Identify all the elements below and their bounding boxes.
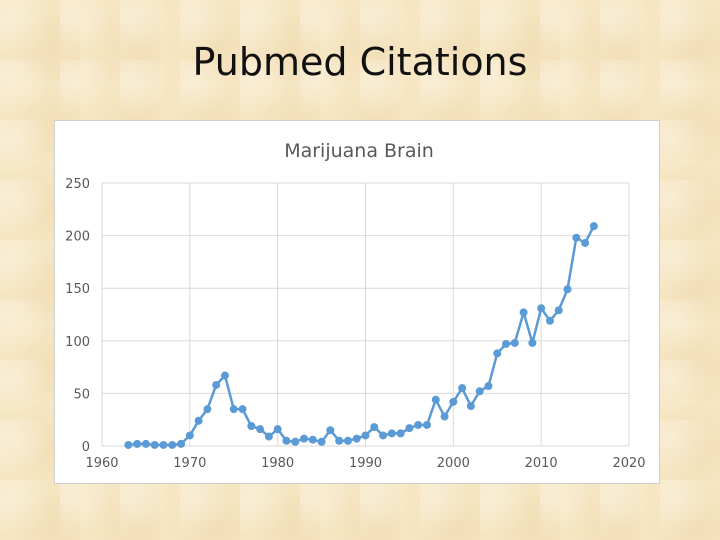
data-point	[256, 425, 265, 434]
series-group	[124, 222, 598, 449]
x-tick-label: 1990	[349, 456, 382, 471]
data-point	[203, 405, 212, 414]
data-point	[133, 439, 142, 448]
data-point	[387, 429, 396, 438]
data-point	[212, 380, 221, 389]
data-point	[291, 437, 300, 446]
data-point	[370, 423, 379, 432]
data-point	[396, 429, 405, 438]
data-point	[247, 422, 256, 431]
x-axis-ticks: 1960 1970 1980 1990 2000 2010 2020	[85, 456, 645, 471]
data-point	[264, 432, 273, 441]
data-point	[405, 424, 414, 433]
data-point	[589, 222, 598, 231]
y-tick-label: 100	[65, 335, 90, 350]
data-point	[335, 436, 344, 445]
data-point	[238, 405, 247, 414]
y-tick-label: 250	[65, 177, 90, 192]
gridlines	[101, 182, 630, 447]
data-point	[220, 371, 229, 380]
data-point	[537, 304, 546, 313]
data-point	[449, 397, 458, 406]
x-tick-label: 2010	[525, 456, 558, 471]
x-tick-label: 1960	[85, 456, 118, 471]
y-tick-label: 150	[65, 282, 90, 297]
data-point	[150, 440, 159, 449]
x-tick-label: 2000	[437, 456, 470, 471]
data-point	[554, 306, 563, 315]
data-point	[502, 339, 511, 348]
slide-title: Pubmed Citations	[192, 40, 528, 84]
data-point	[493, 349, 502, 358]
x-tick-label: 1980	[261, 456, 294, 471]
data-point	[352, 434, 361, 443]
y-tick-label: 200	[65, 230, 90, 245]
x-tick-label: 2020	[612, 456, 645, 471]
data-point	[300, 434, 309, 443]
data-point	[326, 426, 335, 435]
y-tick-label: 0	[82, 440, 90, 455]
data-point	[343, 436, 352, 445]
data-point	[194, 416, 203, 425]
data-point	[177, 439, 186, 448]
data-point	[510, 338, 519, 347]
chart-title: Marijuana Brain	[284, 140, 434, 162]
data-point	[159, 440, 168, 449]
data-point	[282, 436, 291, 445]
data-point	[422, 420, 431, 429]
chart-panel: Marijuana Brain 0 50 100 150 200 250 1960 1970…	[54, 120, 660, 484]
data-point	[168, 440, 177, 449]
data-point	[185, 431, 194, 440]
data-point	[273, 425, 282, 434]
data-point	[379, 431, 388, 440]
data-point	[431, 395, 440, 404]
data-point	[141, 439, 150, 448]
data-point	[484, 382, 493, 391]
data-point	[317, 437, 326, 446]
series-line	[128, 225, 595, 447]
data-point	[475, 387, 484, 396]
data-point	[124, 440, 133, 449]
data-point	[545, 316, 554, 325]
y-tick-label: 50	[73, 387, 90, 402]
data-point	[572, 233, 581, 242]
data-point	[308, 435, 317, 444]
data-point	[229, 405, 238, 414]
data-point	[458, 384, 467, 393]
y-axis-ticks: 0 50 100 150 200 250	[65, 177, 90, 455]
data-point	[528, 338, 537, 347]
data-point	[563, 285, 572, 294]
data-point	[519, 308, 528, 317]
data-point	[440, 412, 449, 421]
data-point	[581, 238, 590, 247]
x-tick-label: 1970	[173, 456, 206, 471]
data-point	[414, 420, 423, 429]
line-chart: Marijuana Brain 0 50 100 150 200 250 1960 1970…	[65, 140, 645, 471]
data-point	[361, 431, 370, 440]
data-point	[466, 402, 475, 411]
